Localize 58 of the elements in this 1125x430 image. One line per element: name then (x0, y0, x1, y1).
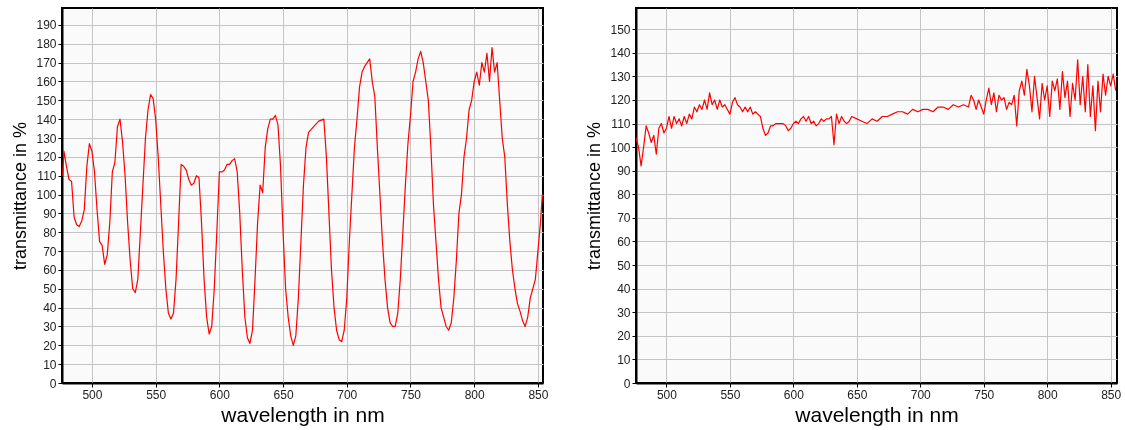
x-tick-label: 500 (82, 387, 103, 402)
x-tick-label: 700 (337, 387, 358, 402)
y-tick-label: 160 (36, 74, 57, 89)
line-series (636, 59, 1117, 167)
y-axis-title: transmittance in % (10, 121, 31, 271)
y-tick-label: 60 (43, 263, 57, 278)
x-tick-label: 850 (1101, 387, 1122, 402)
y-tick-label: 90 (617, 164, 631, 179)
y-tick-label: 60 (617, 234, 631, 249)
x-tick-label: 800 (1037, 387, 1059, 402)
y-tick-label: 10 (617, 352, 631, 367)
line-series (62, 46, 543, 346)
x-tick-label: 650 (847, 387, 868, 402)
y-tick-label: 110 (611, 117, 631, 132)
y-axis-title: transmittance in % (584, 121, 605, 271)
y-tick-label: 0 (623, 376, 631, 391)
y-tick-label: 180 (36, 37, 57, 52)
x-tick-label: 650 (273, 387, 294, 402)
x-tick-label: 800 (464, 387, 486, 402)
x-tick-label: 550 (146, 387, 167, 402)
y-tick-label: 40 (43, 301, 57, 316)
y-tick-label: 140 (610, 46, 631, 61)
x-tick-label: 600 (783, 387, 805, 402)
x-tick-label: 600 (209, 387, 231, 402)
y-tick-label: 20 (617, 329, 631, 344)
y-tick-label: 150 (36, 93, 57, 108)
y-tick-label: 140 (36, 112, 57, 127)
y-tick-label: 170 (36, 56, 57, 71)
y-tick-label: 110 (37, 169, 57, 184)
x-tick-label: 850 (528, 387, 549, 402)
y-tick-label: 150 (610, 22, 631, 37)
y-tick-label: 120 (36, 150, 57, 165)
y-tick-label: 50 (43, 282, 57, 297)
x-tick-label: 750 (974, 387, 995, 402)
x-axis-title: wavelength in nm (220, 402, 385, 426)
y-tick-label: 70 (617, 211, 631, 226)
x-tick-label: 550 (720, 387, 741, 402)
y-tick-label: 70 (43, 244, 57, 259)
y-tick-label: 120 (610, 93, 631, 108)
x-tick-label: 700 (910, 387, 932, 402)
y-tick-label: 20 (43, 338, 57, 353)
y-tick-label: 80 (43, 225, 57, 240)
y-tick-label: 130 (610, 69, 631, 84)
y-tick-label: 0 (49, 376, 57, 391)
y-tick-label: 100 (36, 188, 57, 203)
y-tick-label: 50 (617, 258, 631, 273)
y-tick-label: 130 (36, 131, 57, 146)
x-tick-label: 500 (656, 387, 678, 402)
x-axis-title: wavelength in nm (794, 402, 959, 426)
y-tick-label: 10 (43, 357, 57, 372)
x-tick-label: 750 (400, 387, 422, 402)
y-tick-label: 190 (36, 18, 57, 33)
y-tick-label: 30 (617, 305, 631, 320)
y-tick-label: 90 (43, 206, 57, 221)
y-tick-label: 80 (617, 187, 631, 202)
y-tick-label: 40 (617, 282, 631, 297)
y-tick-label: 30 (43, 319, 57, 334)
y-tick-label: 100 (610, 140, 631, 155)
